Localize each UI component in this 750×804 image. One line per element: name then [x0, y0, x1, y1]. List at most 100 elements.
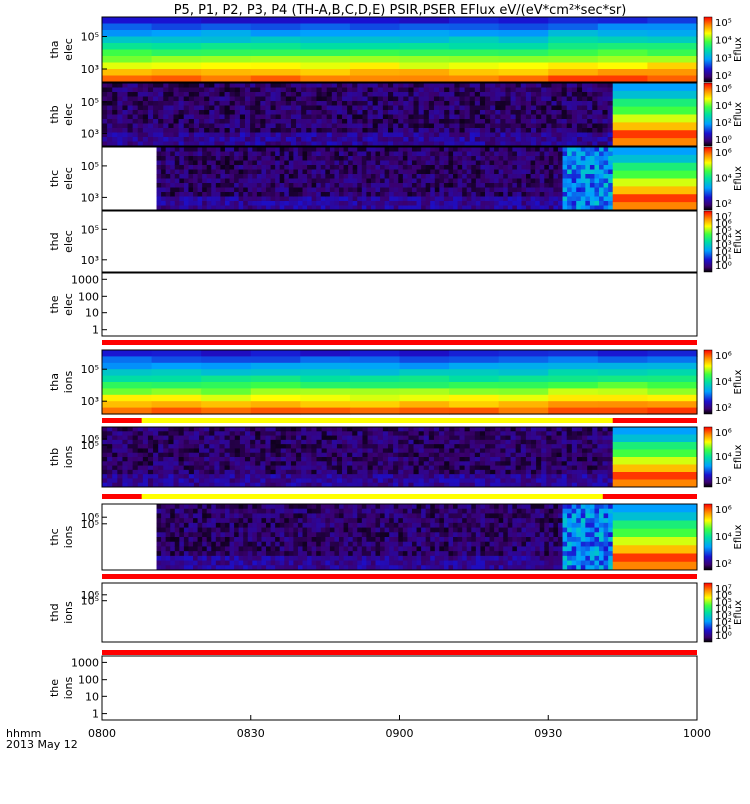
heat-cell	[602, 92, 608, 97]
heat-cell	[280, 537, 285, 542]
heat-cell	[544, 188, 549, 193]
heat-cell	[494, 170, 499, 175]
heat-cell	[499, 356, 549, 363]
heat-cell	[549, 188, 554, 193]
heat-cell	[128, 427, 134, 432]
heat-cell	[193, 161, 198, 166]
heat-cell	[284, 504, 289, 509]
heat-cell	[239, 201, 244, 206]
heat-cell	[398, 115, 404, 120]
heat-cell	[296, 83, 302, 88]
heat-cell	[170, 561, 175, 566]
heat-cell	[230, 152, 235, 157]
heat-cell	[546, 466, 552, 471]
heat-cell	[500, 137, 506, 142]
heat-cell	[398, 83, 404, 88]
heat-cell	[289, 147, 294, 152]
heat-cell	[211, 170, 216, 175]
heat-cell	[337, 106, 343, 111]
heat-cell	[388, 106, 394, 111]
heat-cell	[166, 201, 171, 206]
heat-cell	[368, 470, 374, 475]
heat-cell	[495, 457, 501, 462]
heat-cell	[252, 192, 257, 197]
heat-cell	[357, 133, 363, 138]
heat-cell	[214, 444, 220, 449]
heat-cell	[499, 156, 504, 161]
heat-cell	[516, 124, 522, 129]
heat-cell	[516, 88, 522, 93]
heat-cell	[312, 170, 317, 175]
heat-cell	[551, 444, 557, 449]
heat-cell	[225, 110, 231, 115]
heat-cell	[444, 448, 450, 453]
heat-cell	[251, 63, 301, 70]
heat-cell	[512, 188, 517, 193]
heat-cell	[521, 133, 527, 138]
heat-cell	[184, 183, 189, 188]
heat-cell	[276, 470, 282, 475]
heat-cell	[337, 110, 343, 115]
heat-cell	[424, 457, 430, 462]
heat-cell	[368, 457, 374, 462]
heat-cell	[449, 382, 499, 389]
heat-cell	[398, 133, 404, 138]
heat-cell	[499, 188, 504, 193]
heat-cell	[362, 88, 368, 93]
heat-cell	[248, 165, 253, 170]
heat-cell	[368, 119, 374, 124]
heat-cell	[383, 106, 389, 111]
heat-cell	[490, 197, 495, 202]
heat-cell	[303, 170, 308, 175]
heat-cell	[193, 556, 198, 561]
heat-cell	[300, 388, 350, 395]
panel-species-label: elec	[62, 103, 75, 126]
heat-cell	[202, 183, 207, 188]
heat-cell	[536, 110, 542, 115]
heat-cell	[419, 92, 425, 97]
heat-cell	[562, 478, 568, 483]
heat-cell	[500, 474, 506, 479]
heat-cell	[184, 528, 189, 533]
heat-cell	[260, 92, 266, 97]
heat-cell	[608, 478, 614, 483]
heat-cell	[602, 119, 608, 124]
heat-cell	[576, 179, 581, 184]
heat-cell	[449, 431, 455, 436]
heat-cell	[175, 170, 180, 175]
heat-cell	[235, 457, 241, 462]
heat-cell	[587, 101, 593, 106]
heat-cell	[412, 152, 417, 157]
heat-cell	[173, 427, 179, 432]
heat-cell	[449, 101, 455, 106]
heat-cell	[189, 119, 195, 124]
heat-cell	[271, 513, 276, 518]
heat-cell	[536, 137, 542, 142]
heat-cell	[434, 92, 440, 97]
heat-cell	[179, 165, 184, 170]
heat-cell	[385, 192, 390, 197]
heat-cell	[275, 201, 280, 206]
heat-cell	[385, 152, 390, 157]
heat-cell	[321, 161, 326, 166]
heat-cell	[330, 156, 335, 161]
heat-cell	[220, 528, 225, 533]
heat-cell	[476, 188, 481, 193]
heat-cell	[541, 457, 547, 462]
heat-cell	[597, 88, 603, 93]
heat-cell	[485, 161, 490, 166]
heat-cell	[557, 137, 563, 142]
heat-cell	[453, 179, 458, 184]
heat-cell	[316, 470, 322, 475]
heat-cell	[166, 170, 171, 175]
heat-cell	[521, 457, 527, 462]
heat-cell	[260, 440, 266, 445]
heat-cell	[184, 532, 189, 537]
heat-cell	[235, 474, 241, 479]
heat-cell	[434, 88, 440, 93]
y-tick-label: 10	[85, 307, 99, 320]
heat-cell	[368, 453, 374, 458]
heat-cell	[449, 30, 499, 37]
heat-cell	[193, 528, 198, 533]
